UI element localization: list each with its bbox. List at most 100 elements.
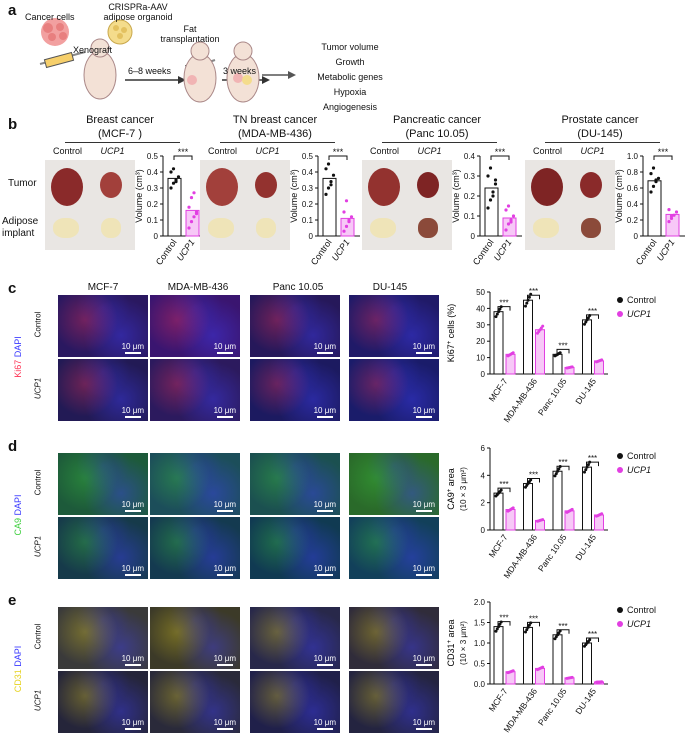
data-point <box>504 208 508 212</box>
y-tick-label: 0.3 <box>147 184 159 193</box>
scale-bar: 10 μm <box>413 500 435 512</box>
cancer-title: TN breast cancer <box>232 114 318 126</box>
y-axis-label-line2: (10 × 3 μm²) <box>459 467 468 511</box>
data-point <box>649 190 653 194</box>
legend-marker-ucp1 <box>617 311 623 317</box>
schematic-panel-a <box>0 0 685 108</box>
y-label-sup: + <box>447 340 453 344</box>
title-underline <box>382 142 497 143</box>
column-label-mcf7: MCF-7 <box>87 282 119 293</box>
sig-bracket <box>497 487 511 493</box>
y-tick-label: 1.5 <box>474 619 486 628</box>
y-tick-label: 1.0 <box>474 639 486 648</box>
bar-control <box>552 634 563 685</box>
x-tick-label: Panc 10.05 <box>536 376 569 417</box>
stain-label: Ki67 DAPI <box>13 327 23 387</box>
scale-bar: 10 μm <box>122 406 144 418</box>
tumor-control <box>206 168 238 206</box>
data-point <box>570 507 574 511</box>
x-tick-label: MCF-7 <box>487 376 510 403</box>
data-point <box>344 224 349 228</box>
implant-control <box>533 218 559 238</box>
y-tick-label: 0.2 <box>302 200 314 209</box>
panel-label-c: c <box>8 280 17 297</box>
micrograph-tile: 10 μm <box>58 671 148 733</box>
micrograph-tile: 10 μm <box>349 453 439 515</box>
legend-label-control: Control <box>627 295 656 305</box>
data-point <box>486 206 490 210</box>
x-label-ucp1: UCP1 <box>655 237 677 262</box>
implant-ucp1 <box>101 218 121 238</box>
bar-control <box>647 180 662 237</box>
y-label-main: Ki67 <box>446 344 456 362</box>
y-tick-label: 0 <box>481 370 486 379</box>
x-tick-label: DU-145 <box>573 686 598 716</box>
tumor-photo: Control UCP1 <box>45 146 135 250</box>
data-point <box>669 216 674 220</box>
cancer-title: Pancreatic cancer <box>392 114 482 126</box>
sig-label: *** <box>588 454 597 463</box>
sig-label: *** <box>529 471 538 480</box>
photo-label-ucp1: UCP1 <box>417 146 442 156</box>
data-point <box>498 622 502 626</box>
y-tick-label: 10 <box>476 354 485 363</box>
scale-bar: 10 μm <box>214 500 236 512</box>
tumor-control <box>368 168 400 206</box>
label-weeks-1: 6–8 weeks <box>128 66 172 76</box>
row-label-tumor: Tumor <box>8 178 37 189</box>
data-point <box>529 478 533 482</box>
y-axis-label: Volume (cm³) <box>289 169 299 223</box>
x-label-ucp1: UCP1 <box>175 237 197 262</box>
y-tick-label: 0.2 <box>464 192 476 201</box>
data-point <box>654 178 658 182</box>
sig-bracket <box>497 621 511 626</box>
stain-label: CA9 DAPI <box>13 485 23 545</box>
data-point <box>554 472 558 476</box>
x-label-control: Control <box>634 237 659 267</box>
cancer-title: Breast cancer <box>86 114 154 126</box>
scale-bar: 10 μm <box>214 718 236 730</box>
data-point <box>331 173 336 177</box>
data-point <box>557 467 561 471</box>
bar-control <box>493 626 504 685</box>
data-point <box>174 180 178 184</box>
bar-control <box>484 187 499 237</box>
cancer-line: (MCF-7 ) <box>98 128 142 140</box>
row-label-control: Control <box>33 311 43 338</box>
organoid-icon <box>107 19 133 45</box>
y-tick-label: 0.8 <box>627 168 639 177</box>
micrograph-tile: 10 μm <box>58 359 148 421</box>
micrograph-tile: 10 μm <box>58 295 148 357</box>
y-tick-label: 0.4 <box>147 168 159 177</box>
scale-bar: 10 μm <box>214 342 236 354</box>
data-point <box>488 198 493 202</box>
column-label-panc: Panc 10.05 <box>272 282 324 293</box>
data-point <box>189 196 194 200</box>
panel-label-b: b <box>8 116 18 133</box>
label-organoid: CRISPRa-AAV adipose organoid <box>103 2 173 22</box>
y-axis-label: Volume (cm³) <box>451 169 461 223</box>
dapi-label: DAPI <box>13 645 23 670</box>
micrograph-tile: 10 μm <box>58 607 148 669</box>
micrograph-tile: 10 μm <box>250 453 340 515</box>
data-point <box>526 625 530 629</box>
data-point <box>169 186 173 190</box>
implant-ucp1 <box>418 218 438 238</box>
data-point <box>600 358 604 362</box>
y-tick-label: 0.2 <box>147 200 159 209</box>
scale-bar: 10 μm <box>413 564 435 576</box>
y-tick-label: 0.6 <box>627 184 639 193</box>
legend-marker-control <box>617 297 623 303</box>
tumor-control <box>531 168 563 206</box>
data-point <box>588 638 592 642</box>
sig-label: *** <box>558 458 567 467</box>
bar-control <box>523 299 533 375</box>
data-point <box>584 468 588 472</box>
y-axis-label: Volume (cm³) <box>614 169 624 223</box>
quant-chart: 01020304050***MCF-7***MDA-MB-436***Panc … <box>446 287 656 424</box>
label-cancer-cells: Cancer cells <box>25 12 75 22</box>
y-tick-label: 0 <box>309 232 314 241</box>
title-underline <box>545 142 660 143</box>
y-tick-label: 0.4 <box>464 152 476 161</box>
y-label-rest: area <box>446 619 456 640</box>
